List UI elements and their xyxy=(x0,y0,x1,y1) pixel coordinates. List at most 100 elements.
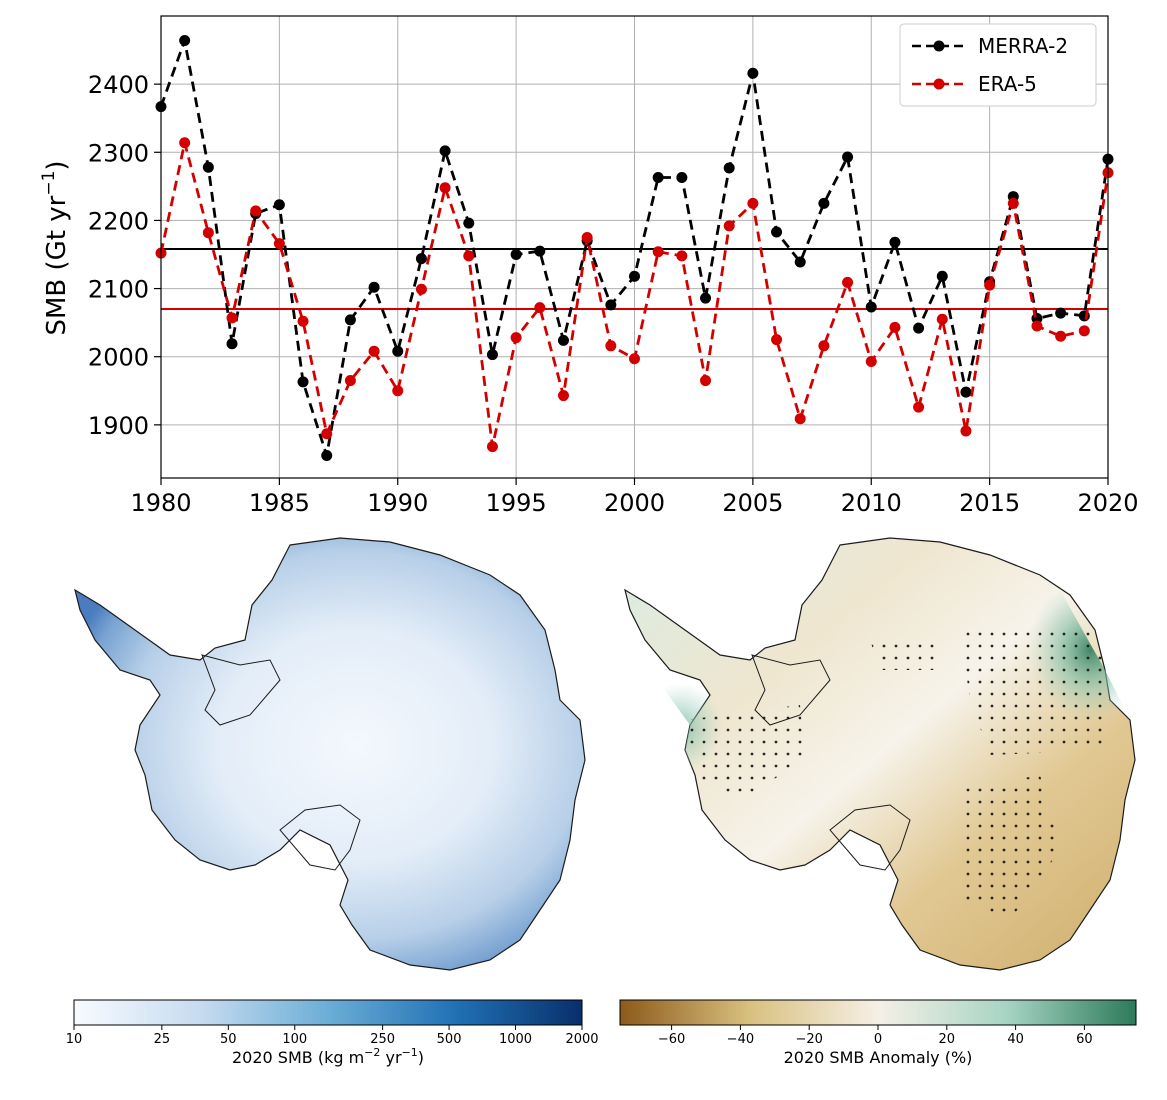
x-tick-label: 1980 xyxy=(130,489,191,517)
data-point-merra2 xyxy=(510,248,522,260)
data-point-era5 xyxy=(534,302,546,314)
data-point-era5 xyxy=(463,250,475,262)
smb-map-panel xyxy=(74,537,586,971)
data-point-era5 xyxy=(392,385,404,397)
y-tick-label: 2400 xyxy=(88,71,149,99)
data-point-merra2 xyxy=(557,334,569,346)
ice-shelf-outline xyxy=(751,654,831,726)
data-point-merra2 xyxy=(723,162,735,174)
colorbar-tick-label: 500 xyxy=(437,1032,462,1047)
x-tick-label: 1990 xyxy=(367,489,428,517)
legend-box xyxy=(899,23,1097,107)
y-tick-label: 1900 xyxy=(88,412,149,440)
data-point-merra2 xyxy=(202,161,214,173)
data-point-merra2 xyxy=(486,349,498,361)
data-point-era5 xyxy=(486,441,498,453)
data-point-merra2 xyxy=(179,35,191,47)
data-point-era5 xyxy=(913,401,925,413)
legend-label-era5: ERA-5 xyxy=(978,72,1037,96)
data-point-era5 xyxy=(984,279,996,291)
x-tick-label: 2020 xyxy=(1077,489,1138,517)
data-point-era5 xyxy=(676,250,688,262)
data-point-merra2 xyxy=(415,253,427,265)
grid-lines xyxy=(160,16,1109,478)
data-point-era5 xyxy=(226,312,238,324)
data-point-merra2 xyxy=(321,450,333,462)
data-point-era5 xyxy=(581,231,593,243)
data-point-era5 xyxy=(250,205,262,217)
colorbar-tick-label: 100 xyxy=(282,1032,307,1047)
data-point-merra2 xyxy=(936,270,948,282)
data-point-era5 xyxy=(700,375,712,387)
data-point-era5 xyxy=(794,413,806,425)
antarctica-smb-map xyxy=(74,537,586,971)
data-point-merra2 xyxy=(676,171,688,183)
data-point-merra2 xyxy=(865,301,877,313)
significance-stipple xyxy=(960,775,1060,920)
colorbar-tick-label: 2000 xyxy=(565,1032,598,1047)
data-point-merra2 xyxy=(273,199,285,211)
x-tick-label: 2015 xyxy=(959,489,1020,517)
data-point-era5 xyxy=(1031,320,1043,332)
data-point-era5 xyxy=(179,137,191,149)
legend-label-merra2: MERRA-2 xyxy=(978,34,1068,58)
data-point-merra2 xyxy=(297,376,309,388)
data-point-merra2 xyxy=(913,322,925,334)
x-tick-label: 2000 xyxy=(604,489,665,517)
colorbar-gradient xyxy=(73,999,583,1026)
data-point-era5 xyxy=(936,313,948,325)
ice-shelf-outline xyxy=(279,804,361,871)
y-tick-label: 2200 xyxy=(88,207,149,235)
data-point-era5 xyxy=(202,227,214,239)
colorbar-tick-label: 10 xyxy=(66,1032,83,1047)
data-point-merra2 xyxy=(368,281,380,293)
data-point-merra2 xyxy=(605,299,617,311)
data-point-era5 xyxy=(605,340,617,352)
data-point-merra2 xyxy=(794,256,806,268)
colorbar-tick-label: 1000 xyxy=(499,1032,532,1047)
x-tick-label: 2010 xyxy=(841,489,902,517)
colorbar-ticks: 10 25 50 100 250 500 1000 2000 xyxy=(66,1025,599,1047)
data-point-era5 xyxy=(344,375,356,387)
ice-shelf-outline xyxy=(829,804,911,871)
data-point-era5 xyxy=(889,321,901,333)
smb-colorbar: 10 25 50 100 250 500 1000 2000 2020 SMB (kg m−2… xyxy=(66,999,599,1067)
data-point-merra2 xyxy=(1055,307,1067,319)
data-point-era5 xyxy=(415,283,427,295)
data-point-era5 xyxy=(960,425,972,437)
data-point-merra2 xyxy=(747,67,759,79)
data-point-era5 xyxy=(723,220,735,232)
data-point-merra2 xyxy=(629,270,640,282)
data-point-era5 xyxy=(652,246,664,258)
data-point-merra2 xyxy=(960,386,972,398)
data-point-era5 xyxy=(510,332,522,344)
data-point-era5 xyxy=(747,197,759,209)
x-tick-label: 1995 xyxy=(486,489,547,517)
axis-ticks: 1980 1985 1990 1995 2000 2005 2010 2015 2020 1900… xyxy=(88,71,1139,517)
data-point-merra2 xyxy=(700,292,712,304)
colorbar-tick-label: 25 xyxy=(154,1032,171,1047)
x-tick-label: 2005 xyxy=(722,489,783,517)
y-tick-label: 2300 xyxy=(88,139,149,167)
colorbar-title: 2020 SMB Anomaly (%) xyxy=(784,1048,973,1067)
colorbar-tick-label: 60 xyxy=(1076,1032,1093,1047)
y-axis-title: SMB (Gt yr−1) xyxy=(39,160,72,335)
legend-marker-merra2 xyxy=(933,40,945,52)
data-point-merra2 xyxy=(818,197,830,209)
significance-stipple xyxy=(960,630,1110,755)
colorbar-tick-label: 0 xyxy=(874,1032,882,1047)
data-point-era5 xyxy=(1007,197,1019,209)
smb-anomaly-map-panel xyxy=(624,537,1136,971)
data-point-merra2 xyxy=(534,245,546,257)
series-lines xyxy=(155,35,1114,462)
colorbar-tick-label: −20 xyxy=(795,1032,822,1047)
data-point-era5 xyxy=(842,276,854,288)
colorbar-tick-label: 250 xyxy=(370,1032,395,1047)
data-point-era5 xyxy=(368,345,380,357)
data-point-era5 xyxy=(1078,325,1090,337)
data-point-era5 xyxy=(629,353,640,365)
anomaly-colorbar: −60 −40 −20 0 20 40 60 2020 SMB Anomaly (%) xyxy=(619,999,1137,1067)
data-point-merra2 xyxy=(652,171,664,183)
colorbar-title: 2020 SMB (kg m−2 yr−1) xyxy=(232,1046,424,1067)
colorbar-tick-label: 40 xyxy=(1007,1032,1024,1047)
